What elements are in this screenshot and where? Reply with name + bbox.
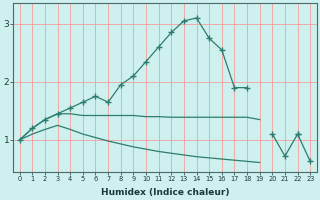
X-axis label: Humidex (Indice chaleur): Humidex (Indice chaleur)	[101, 188, 229, 197]
